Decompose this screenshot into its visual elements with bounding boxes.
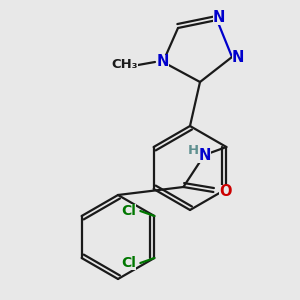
Text: O: O [219,184,232,200]
Text: N: N [232,50,244,64]
Text: Cl: Cl [121,256,136,270]
Text: H: H [188,143,199,157]
Text: Cl: Cl [121,204,136,218]
Text: N: N [198,148,211,163]
Text: N: N [157,55,169,70]
Text: N: N [213,10,225,25]
Text: CH₃: CH₃ [112,58,138,71]
